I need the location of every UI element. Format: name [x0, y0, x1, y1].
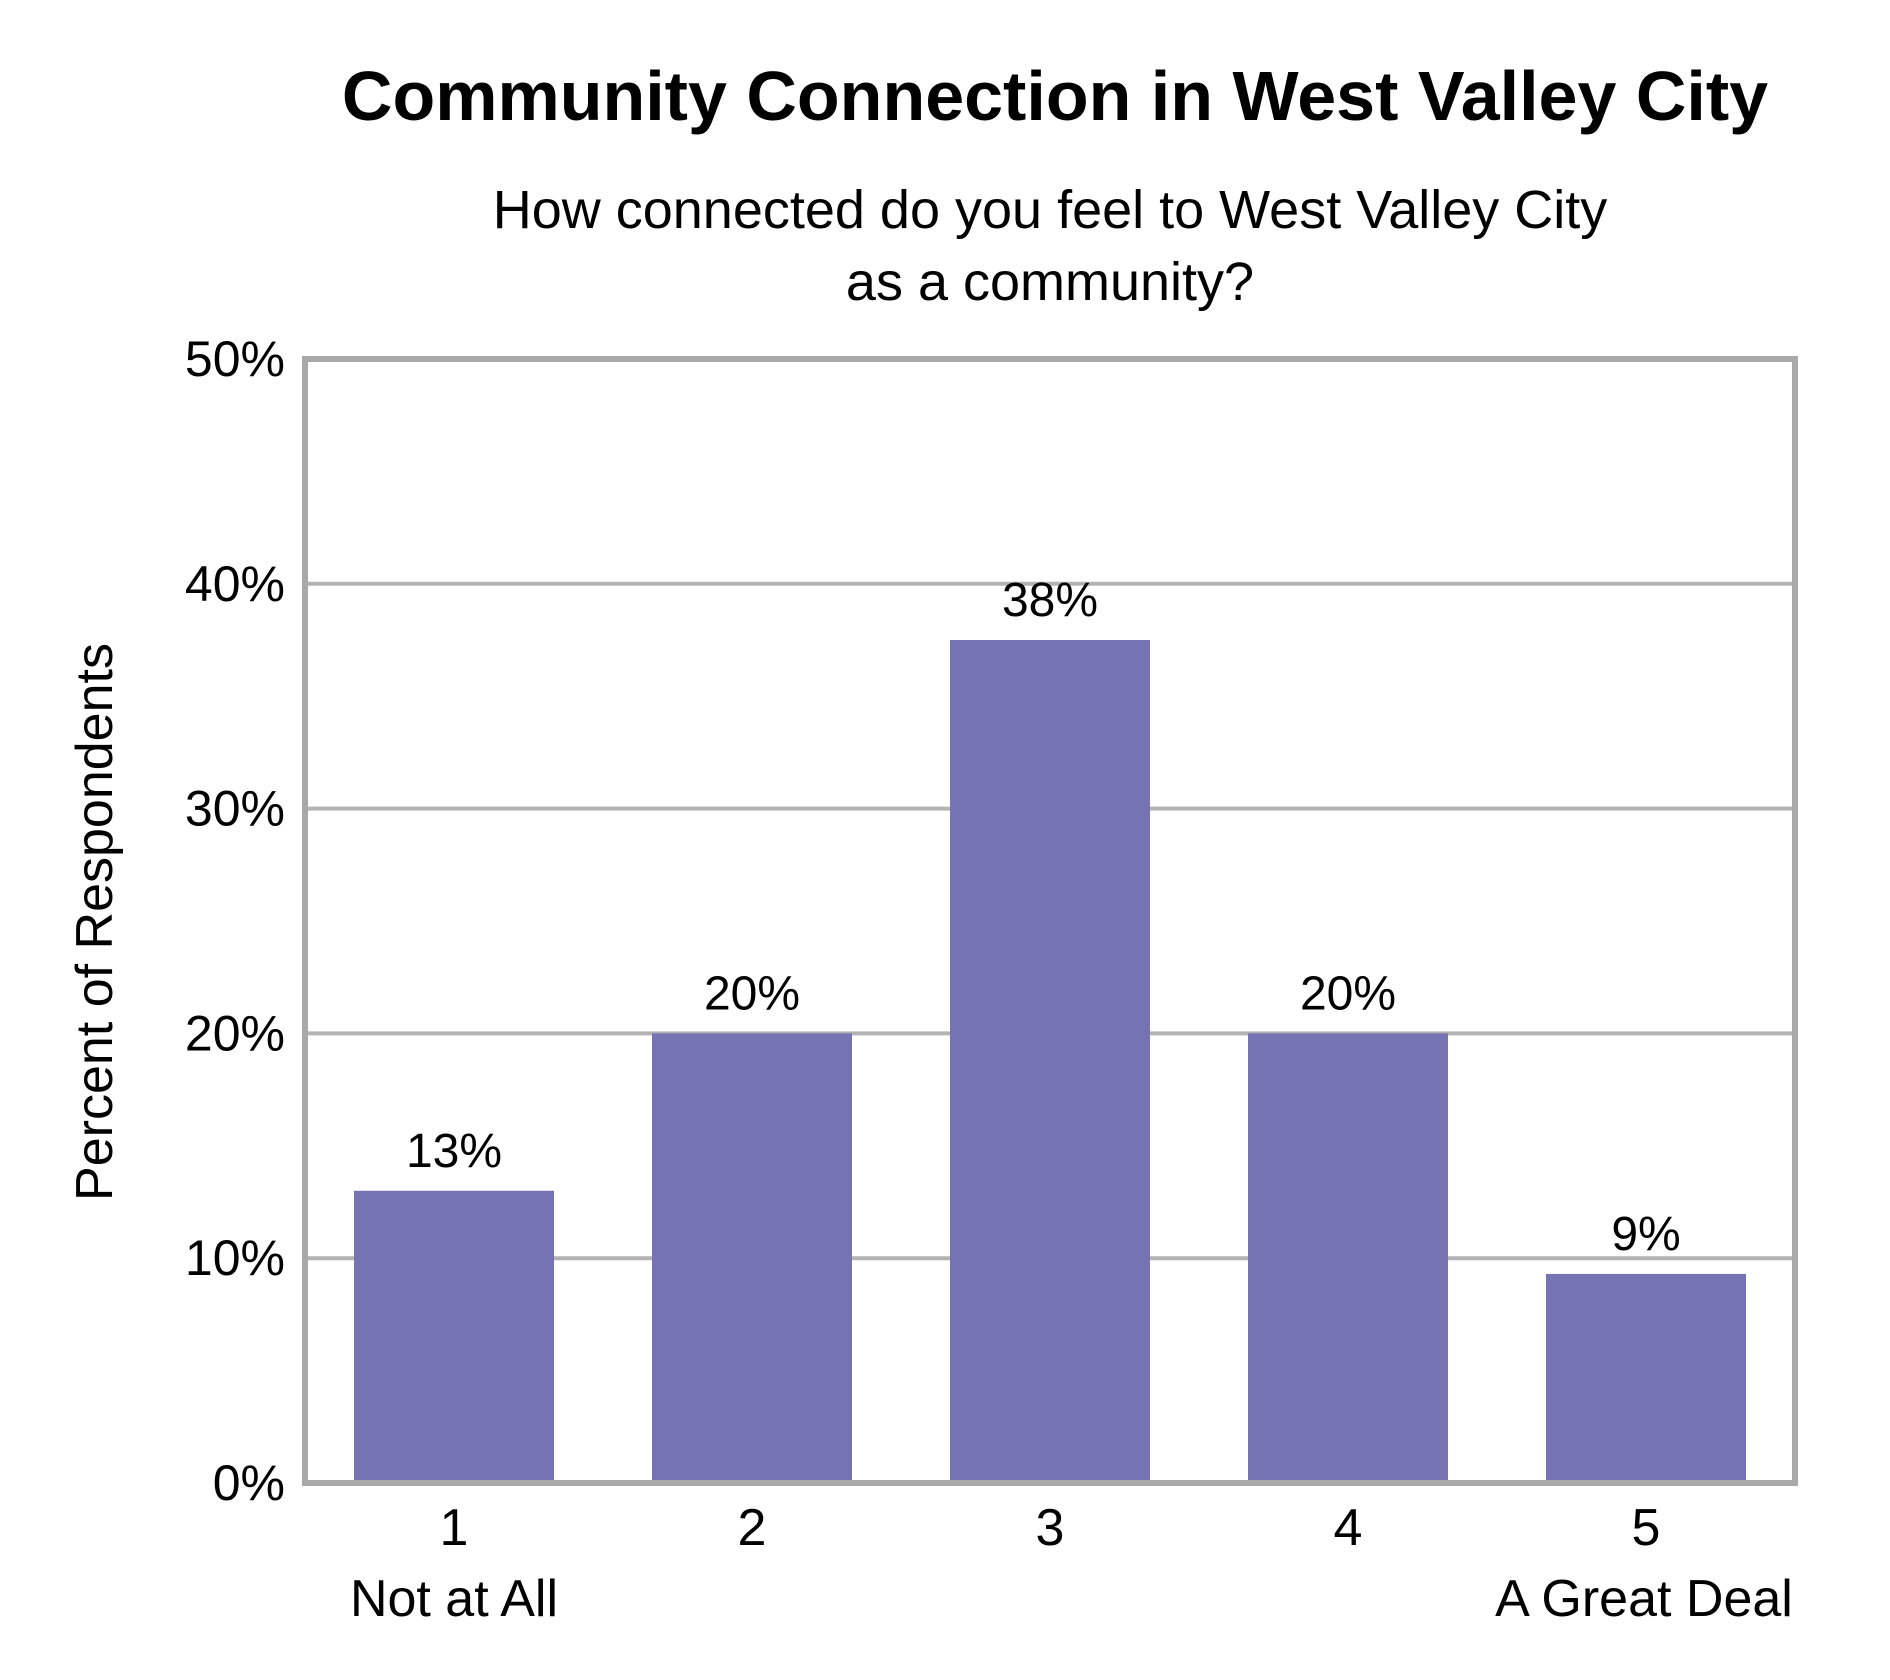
y-tick-label: 30% [185, 781, 285, 837]
bar [1248, 1033, 1448, 1483]
plot-frame [302, 356, 1798, 1486]
data-label: 38% [1002, 574, 1098, 627]
chart-subtitle-line-1: How connected do you feel to West Valley… [493, 180, 1608, 240]
x-tick-sublabel: A Great Deal [1495, 1570, 1793, 1628]
data-label: 20% [1300, 967, 1396, 1020]
x-tick-label: 4 [1334, 1499, 1363, 1557]
y-tick-label: 50% [185, 331, 285, 387]
x-tick-labels: 1 Not at All 2 3 4 5 A Great Deal [350, 1499, 1793, 1628]
y-tick-label: 20% [185, 1005, 285, 1061]
bar [652, 1033, 852, 1483]
y-axis-label: Percent of Respondents [66, 643, 124, 1201]
y-tick-label: 10% [185, 1230, 285, 1286]
x-tick-label: 5 [1632, 1499, 1661, 1557]
y-tick-label: 40% [185, 556, 285, 612]
data-label: 9% [1611, 1208, 1680, 1261]
data-label: 20% [704, 967, 800, 1020]
y-tick-label: 0% [213, 1455, 285, 1511]
chart-title: Community Connection in West Valley City [342, 57, 1768, 135]
data-label: 13% [406, 1125, 502, 1178]
chart-subtitle-line-2: as a community? [846, 252, 1254, 312]
y-tick-labels: 0% 10% 20% 30% 40% 50% [185, 331, 285, 1511]
bar [950, 640, 1150, 1483]
bars [354, 640, 1746, 1483]
x-tick-label: 3 [1036, 1499, 1065, 1557]
x-tick-label: 2 [738, 1499, 767, 1557]
x-tick-label: 1 [440, 1499, 469, 1557]
x-tick-sublabel: Not at All [350, 1570, 558, 1628]
bar [1546, 1273, 1746, 1483]
bar [354, 1190, 554, 1483]
data-labels: 13% 20% 38% 20% 9% [406, 574, 1681, 1261]
